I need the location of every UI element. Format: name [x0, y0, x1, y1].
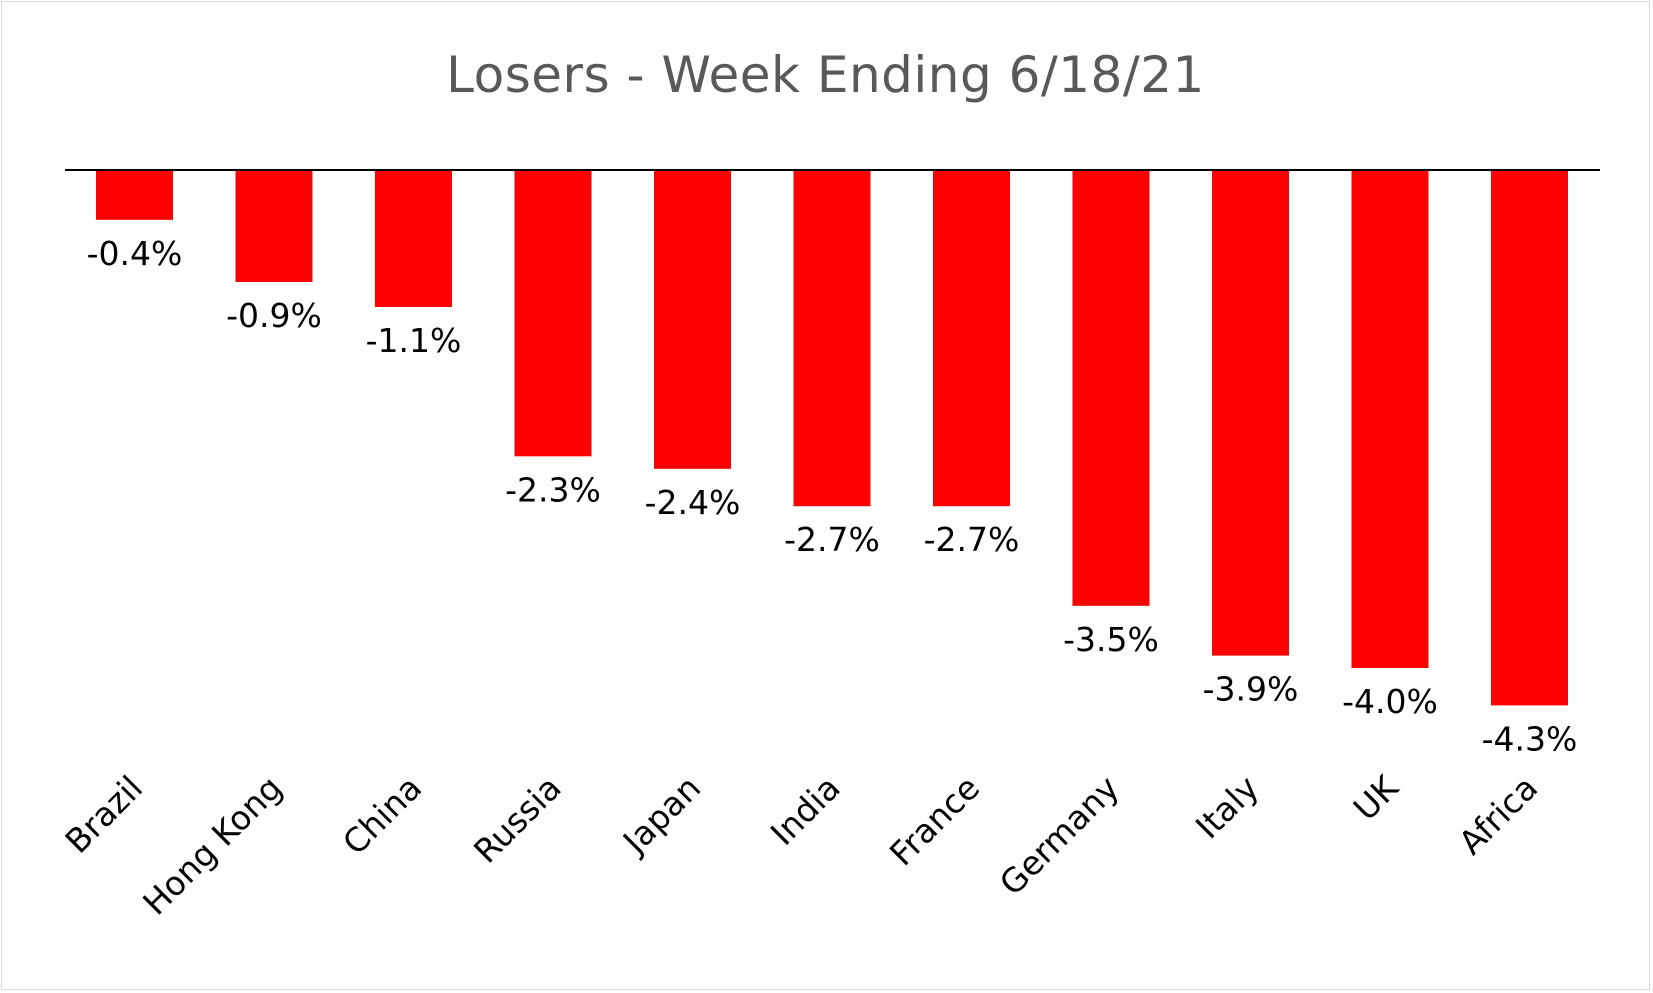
- category-label: Japan: [614, 768, 708, 862]
- bars-group: [96, 170, 1568, 706]
- bar-uk: [1351, 170, 1429, 668]
- category-label: Russia: [466, 768, 569, 871]
- data-label: -2.3%: [505, 470, 601, 509]
- data-label: -0.4%: [87, 234, 183, 273]
- category-label: France: [882, 768, 987, 873]
- chart-title: Losers - Week Ending 6/18/21: [446, 46, 1205, 104]
- bar-france: [933, 170, 1010, 507]
- bar-china: [375, 170, 452, 307]
- bar-germany: [1072, 170, 1150, 606]
- data-label: -2.4%: [645, 483, 741, 522]
- category-label: Brazil: [57, 768, 150, 861]
- data-label: -3.5%: [1063, 620, 1159, 659]
- data-labels-group: -0.4% -0.9% -1.1% -2.3% -2.4% -2.7% -2.7% -3.5%…: [87, 234, 1578, 759]
- data-label: -3.9%: [1203, 670, 1299, 709]
- category-label: Hong Kong: [135, 768, 289, 922]
- data-label: -4.3%: [1482, 719, 1578, 758]
- bar-africa: [1491, 170, 1568, 706]
- category-label: Africa: [1451, 768, 1545, 862]
- bar-india: [793, 170, 871, 507]
- data-label: -0.9%: [226, 296, 322, 335]
- category-label: India: [763, 768, 848, 853]
- data-label: -2.7%: [924, 520, 1020, 559]
- category-label: Germany: [992, 768, 1127, 903]
- data-label: -4.0%: [1342, 682, 1438, 721]
- category-label: Italy: [1188, 768, 1266, 846]
- bar-japan: [654, 170, 731, 469]
- category-label: UK: [1346, 767, 1407, 828]
- bar-italy: [1212, 170, 1289, 656]
- bar-hong-kong: [235, 170, 313, 282]
- category-label: China: [335, 768, 429, 862]
- data-label: -2.7%: [784, 520, 880, 559]
- bar-russia: [514, 170, 592, 457]
- bar-brazil: [96, 170, 173, 220]
- data-label: -1.1%: [366, 321, 462, 360]
